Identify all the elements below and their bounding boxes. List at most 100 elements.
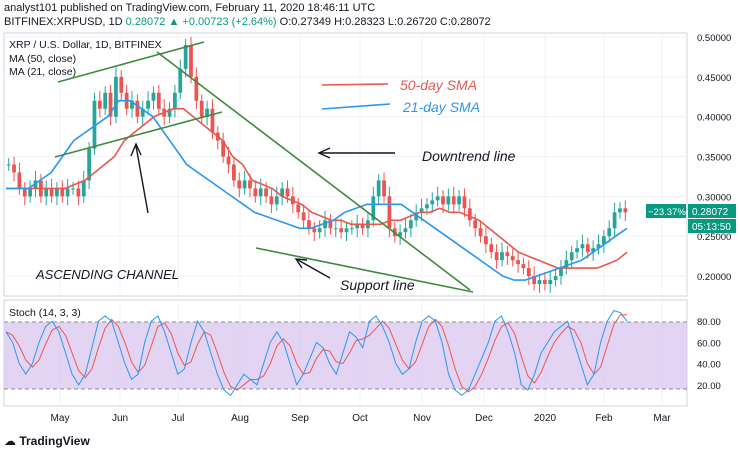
candle-body — [618, 208, 622, 213]
y-tick-label: 0.50000 — [697, 33, 731, 44]
candle-body — [623, 208, 628, 213]
candle-body — [516, 260, 520, 265]
candle-body — [510, 256, 515, 261]
candle-body — [232, 164, 236, 181]
candle-body — [355, 224, 360, 229]
candle-body — [484, 236, 488, 245]
candle-body — [607, 228, 612, 237]
channel-upper-line — [57, 41, 205, 83]
support-arrow-head — [294, 258, 308, 269]
stoch-d-line — [5, 314, 627, 393]
support-annotation: Support line — [340, 277, 415, 293]
candle-body — [596, 244, 601, 249]
candle-body — [156, 92, 161, 109]
countdown-label: 05:13:50 — [692, 222, 731, 233]
candle-body — [526, 268, 531, 277]
y-tick-label: 0.20000 — [697, 272, 731, 283]
candle-body — [22, 188, 27, 197]
candle-body — [387, 196, 392, 229]
candle-body — [537, 280, 542, 285]
candle-body — [114, 76, 118, 117]
candle-body — [425, 204, 429, 209]
oscillator-band — [4, 322, 687, 389]
candle-body — [253, 188, 258, 197]
x-tick-label: Aug — [231, 413, 249, 424]
candle-body — [6, 164, 11, 166]
sma50-line — [6, 107, 628, 269]
candle-body — [130, 100, 134, 109]
candle-body — [135, 100, 140, 117]
change-label: −23.37% — [648, 207, 686, 218]
osc-tick-label: 40.00 — [697, 360, 721, 371]
candle-body — [194, 76, 199, 101]
candle-body — [71, 188, 75, 190]
candle-body — [65, 188, 70, 197]
candle-body — [489, 244, 494, 253]
osc-tick-label: 20.00 — [697, 381, 721, 392]
candle-body — [408, 220, 413, 229]
oscillator-title: Stoch (14, 3, 3) — [9, 307, 81, 319]
candle-body — [591, 248, 596, 253]
candle-body — [553, 276, 558, 281]
candle-body — [140, 108, 145, 117]
legend-sma50: MA (50, close) — [9, 53, 76, 65]
candle-body — [441, 196, 445, 205]
candle-body — [312, 228, 317, 233]
candle-body — [612, 212, 617, 229]
candle-body — [317, 228, 322, 233]
candle-body — [403, 228, 408, 233]
candle-body — [478, 228, 483, 237]
stoch-k-line — [5, 310, 628, 397]
candle-body — [280, 188, 285, 197]
candle-body — [108, 92, 113, 117]
brand-name: TradingView — [19, 434, 90, 448]
candle-body — [301, 212, 306, 221]
symbol-name: BITFINEX:XRPUSD, 1D — [4, 16, 123, 28]
candle-body — [28, 188, 33, 197]
tradingview-logo[interactable]: ☁ TradingView — [4, 434, 90, 448]
candle-body — [173, 92, 177, 109]
candle-body — [248, 180, 252, 189]
sma21-annotation: 21-day SMA — [402, 99, 480, 115]
candle-body — [382, 180, 386, 197]
channel-arrow — [135, 145, 149, 214]
candle-body — [349, 228, 354, 230]
downtrend-line — [156, 51, 471, 291]
candle-body — [323, 220, 327, 229]
price-badge — [688, 204, 736, 218]
candle-body — [264, 188, 268, 197]
x-tick-label: Sep — [291, 413, 309, 424]
candle-body — [60, 188, 65, 197]
publish-info: analyst101 published on TradingView.com,… — [4, 2, 376, 14]
x-tick-label: May — [51, 413, 70, 424]
candle-body — [97, 100, 102, 109]
x-tick-label: Feb — [595, 413, 613, 424]
x-tick-label: Jun — [112, 413, 128, 424]
candle-body — [92, 100, 97, 149]
sma50-annotation: 50-day SMA — [400, 77, 477, 93]
candle-body — [601, 236, 606, 245]
candle-body — [376, 180, 381, 197]
candle-body — [575, 248, 579, 253]
channel-arrow-head — [130, 142, 142, 157]
channel-annotation: ASCENDING CHANNEL — [35, 267, 179, 282]
change-badge — [646, 204, 686, 218]
candle-body — [296, 204, 301, 213]
candle-body — [199, 100, 204, 117]
candle-body — [585, 244, 590, 253]
candle-body — [473, 220, 478, 229]
candle-body — [569, 252, 574, 261]
osc-tick-label: 80.00 — [697, 317, 721, 328]
candle-body — [87, 148, 91, 181]
candle-body — [430, 200, 435, 205]
candle-body — [435, 196, 440, 201]
candle-body — [344, 228, 349, 233]
candle-body — [360, 224, 365, 229]
x-tick-label: Oct — [352, 413, 368, 424]
candle-body — [258, 188, 263, 197]
support-line — [255, 247, 474, 293]
candle-body — [103, 92, 108, 109]
downtrend-annotation: Downtrend line — [422, 148, 516, 164]
candle-body — [532, 276, 537, 285]
